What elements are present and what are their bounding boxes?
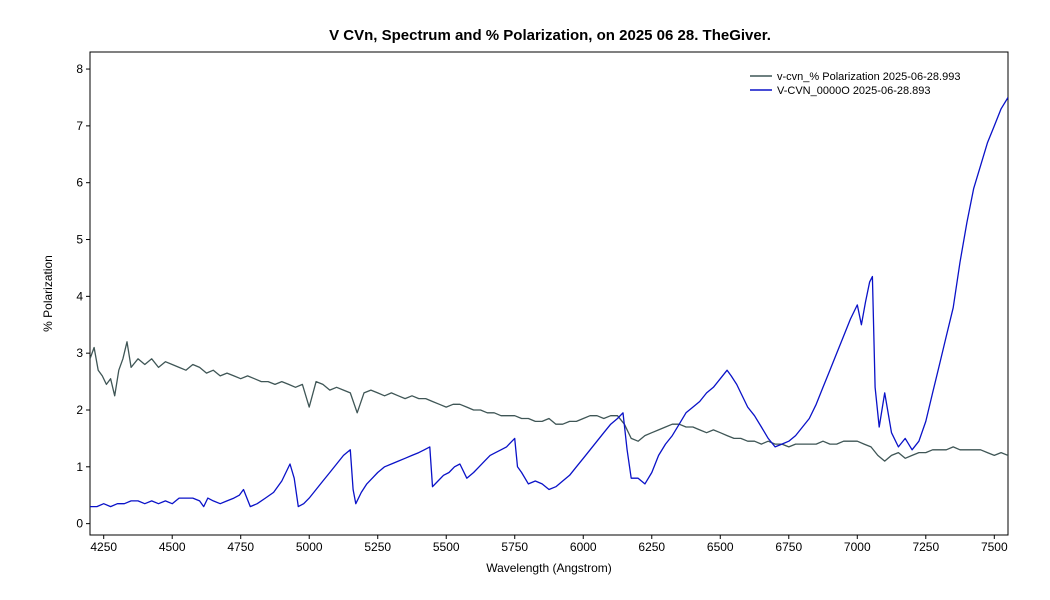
x-axis-title: Wavelength (Angstrom) bbox=[486, 561, 612, 575]
x-tick-label: 5250 bbox=[364, 540, 391, 554]
x-tick-label: 7250 bbox=[912, 540, 939, 554]
y-tick-label: 6 bbox=[76, 176, 83, 190]
y-tick-label: 8 bbox=[76, 62, 83, 76]
chart-title: V CVn, Spectrum and % Polarization, on 2… bbox=[329, 27, 771, 44]
x-tick-label: 7000 bbox=[844, 540, 871, 554]
plot-border bbox=[89, 51, 1009, 536]
y-axis: 0 1 2 3 4 5 6 7 8 bbox=[76, 62, 90, 531]
x-tick-label: 4750 bbox=[227, 540, 254, 554]
series-line-1 bbox=[90, 341, 1008, 462]
x-tick-label: 4250 bbox=[90, 540, 117, 554]
x-tick-label: 6750 bbox=[775, 540, 802, 554]
y-tick-label: 2 bbox=[76, 403, 83, 417]
x-tick-label: 5500 bbox=[433, 540, 460, 554]
legend: v-cvn_% Polarization 2025-06-28.993 V-CVN… bbox=[750, 71, 960, 97]
series-layer bbox=[90, 97, 1008, 508]
x-axis: 4250 4500 4750 5000 5250 5500 5750 6000 6250 6500… bbox=[90, 535, 1008, 554]
y-tick-label: 1 bbox=[76, 460, 83, 474]
legend-label: V-CVN_0000O 2025-06-28.893 bbox=[777, 85, 931, 97]
x-tick-label: 6000 bbox=[570, 540, 597, 554]
y-axis-title: % Polarization bbox=[41, 255, 55, 332]
series-line-2 bbox=[90, 97, 1008, 508]
y-tick-label: 3 bbox=[76, 346, 83, 360]
x-tick-label: 6250 bbox=[638, 540, 665, 554]
y-tick-label: 5 bbox=[76, 233, 83, 247]
y-tick-label: 0 bbox=[76, 517, 83, 531]
x-tick-label: 4500 bbox=[159, 540, 186, 554]
legend-label: v-cvn_% Polarization 2025-06-28.993 bbox=[777, 71, 960, 83]
y-tick-label: 4 bbox=[76, 289, 83, 303]
plot-frame bbox=[89, 51, 1009, 536]
x-tick-label: 5000 bbox=[296, 540, 323, 554]
y-tick-label: 7 bbox=[76, 119, 83, 133]
x-tick-label: 7500 bbox=[981, 540, 1008, 554]
x-tick-label: 5750 bbox=[501, 540, 528, 554]
x-tick-label: 6500 bbox=[707, 540, 734, 554]
